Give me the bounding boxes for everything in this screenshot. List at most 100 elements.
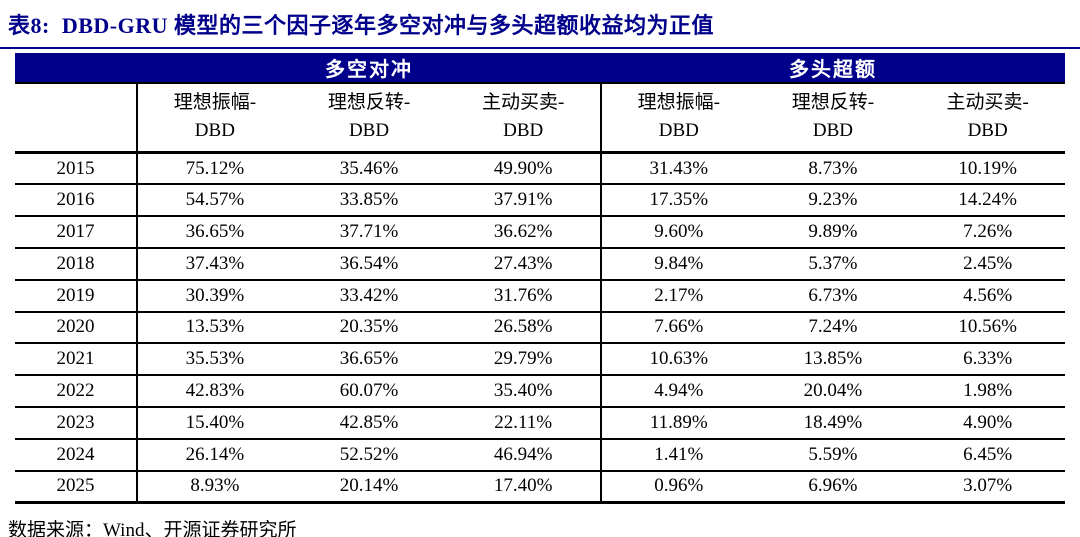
table-row: 2025 8.93% 20.14% 17.40% 0.96% 6.96% 3.07% xyxy=(15,470,1065,504)
value-cell: 3.07% xyxy=(910,470,1065,504)
table-row: 2024 26.14% 52.52% 46.94% 1.41% 5.59% 6.45% xyxy=(15,438,1065,472)
value-cell: 42.85% xyxy=(291,406,447,440)
table-body: 2015 75.12% 35.46% 49.90% 31.43% 8.73% 10.19% 2… xyxy=(15,152,1065,504)
value-cell: 4.94% xyxy=(600,375,756,408)
column-header-line2: DBD xyxy=(503,119,544,141)
column-header-line2: DBD xyxy=(348,119,390,141)
value-cell: 33.42% xyxy=(291,279,447,313)
value-cell: 9.89% xyxy=(755,216,911,249)
value-cell: 36.65% xyxy=(291,343,447,377)
table-row: 2015 75.12% 35.46% 49.90% 31.43% 8.73% 10.19% xyxy=(15,152,1065,186)
group-header-spacer xyxy=(15,53,138,84)
value-cell: 17.40% xyxy=(446,470,602,504)
column-header-line1: 理想振幅- xyxy=(173,92,257,113)
value-cell: 5.59% xyxy=(755,438,911,472)
value-cell: 26.58% xyxy=(446,311,602,345)
column-header-line1: 理想振幅- xyxy=(637,92,720,113)
column-header-line2: DBD xyxy=(967,119,1008,141)
value-cell: 15.40% xyxy=(137,406,292,440)
value-cell: 5.37% xyxy=(755,247,911,281)
column-header-line2: DBD xyxy=(194,119,235,141)
value-cell: 37.71% xyxy=(291,216,447,249)
value-cell: 8.93% xyxy=(137,470,292,504)
value-cell: 4.56% xyxy=(910,279,1065,313)
year-cell: 2024 xyxy=(15,438,139,472)
year-cell: 2025 xyxy=(15,470,139,504)
year-cell: 2023 xyxy=(15,406,139,440)
year-cell: 2018 xyxy=(15,247,139,281)
value-cell: 35.46% xyxy=(291,152,447,186)
value-cell: 6.33% xyxy=(910,343,1065,377)
value-cell: 14.24% xyxy=(910,184,1065,218)
year-cell: 2016 xyxy=(15,184,139,218)
year-cell: 2015 xyxy=(15,152,139,186)
value-cell: 37.91% xyxy=(446,184,602,218)
year-cell: 2021 xyxy=(15,343,139,377)
value-cell: 17.35% xyxy=(600,184,756,218)
value-cell: 36.62% xyxy=(446,216,602,249)
value-cell: 30.39% xyxy=(137,279,292,313)
value-cell: 27.43% xyxy=(446,247,602,281)
table-row: 2020 13.53% 20.35% 26.58% 7.66% 7.24% 10.56% xyxy=(15,311,1065,345)
value-cell: 46.94% xyxy=(446,438,602,472)
value-cell: 35.40% xyxy=(446,375,602,408)
value-cell: 13.85% xyxy=(755,343,911,377)
value-cell: 33.85% xyxy=(291,184,447,218)
value-cell: 0.96% xyxy=(600,470,756,504)
value-cell: 10.56% xyxy=(910,311,1065,345)
value-cell: 20.35% xyxy=(291,311,447,345)
value-cell: 8.73% xyxy=(755,152,911,186)
column-header-line1: 理想反转- xyxy=(327,92,411,113)
factor-returns-table: 多空对冲 多头超额 理想振幅- DBD 理想反转- DBD 主动买卖- DBD xyxy=(15,53,1065,504)
value-cell: 1.98% xyxy=(910,375,1065,408)
group-header-long-excess: 多头超额 xyxy=(600,53,1065,84)
year-cell: 2019 xyxy=(15,279,139,313)
value-cell: 26.14% xyxy=(137,438,292,472)
table-row: 2016 54.57% 33.85% 37.91% 17.35% 9.23% 14.24% xyxy=(15,184,1065,218)
column-header-line1: 主动买卖- xyxy=(946,92,1029,113)
table-row: 2021 35.53% 36.65% 29.79% 10.63% 13.85% 6.33% xyxy=(15,343,1065,377)
value-cell: 6.73% xyxy=(755,279,911,313)
column-header-line2: DBD xyxy=(812,119,853,141)
year-cell: 2022 xyxy=(15,375,139,408)
value-cell: 36.54% xyxy=(291,247,447,281)
value-cell: 9.60% xyxy=(600,216,756,249)
value-cell: 7.24% xyxy=(755,311,911,345)
column-header: 主动买卖- DBD xyxy=(910,83,1065,155)
value-cell: 13.53% xyxy=(137,311,292,345)
group-header-row: 多空对冲 多头超额 xyxy=(15,53,1065,84)
value-cell: 9.84% xyxy=(600,247,756,281)
year-cell: 2020 xyxy=(15,311,139,345)
value-cell: 35.53% xyxy=(137,343,292,377)
value-cell: 9.23% xyxy=(755,184,911,218)
value-cell: 7.26% xyxy=(910,216,1065,249)
column-header: 主动买卖- DBD xyxy=(446,83,602,155)
column-header-line2: DBD xyxy=(658,119,699,141)
value-cell: 22.11% xyxy=(446,406,602,440)
value-cell: 36.65% xyxy=(137,216,292,249)
table-row: 2019 30.39% 33.42% 31.76% 2.17% 6.73% 4.56% xyxy=(15,279,1065,313)
column-header-line1: 理想反转- xyxy=(791,92,875,113)
table-row: 2017 36.65% 37.71% 36.62% 9.60% 9.89% 7.26% xyxy=(15,216,1065,249)
page-title: 表8: DBD-GRU 模型的三个因子逐年多空对冲与多头超额收益均为正值 xyxy=(8,13,714,38)
value-cell: 2.17% xyxy=(600,279,756,313)
value-cell: 42.83% xyxy=(137,375,292,408)
year-column-header xyxy=(15,83,139,155)
column-header: 理想反转- DBD xyxy=(291,83,447,155)
table-row: 2022 42.83% 60.07% 35.40% 4.94% 20.04% 1.98% xyxy=(15,375,1065,408)
table-row: 2023 15.40% 42.85% 22.11% 11.89% 18.49% 4.90% xyxy=(15,406,1065,440)
value-cell: 6.96% xyxy=(755,470,911,504)
column-header: 理想振幅- DBD xyxy=(600,83,756,155)
value-cell: 49.90% xyxy=(446,152,602,186)
table-row: 2018 37.43% 36.54% 27.43% 9.84% 5.37% 2.45% xyxy=(15,247,1065,281)
value-cell: 1.41% xyxy=(600,438,756,472)
value-cell: 52.52% xyxy=(291,438,447,472)
value-cell: 10.19% xyxy=(910,152,1065,186)
group-header-long-short: 多空对冲 xyxy=(137,53,601,84)
title-underline-rule xyxy=(0,47,1080,49)
value-cell: 75.12% xyxy=(137,152,292,186)
value-cell: 54.57% xyxy=(137,184,292,218)
column-header-row: 理想振幅- DBD 理想反转- DBD 主动买卖- DBD 理想振幅- DBD … xyxy=(15,83,1065,155)
column-header: 理想振幅- DBD xyxy=(137,83,292,155)
value-cell: 6.45% xyxy=(910,438,1065,472)
